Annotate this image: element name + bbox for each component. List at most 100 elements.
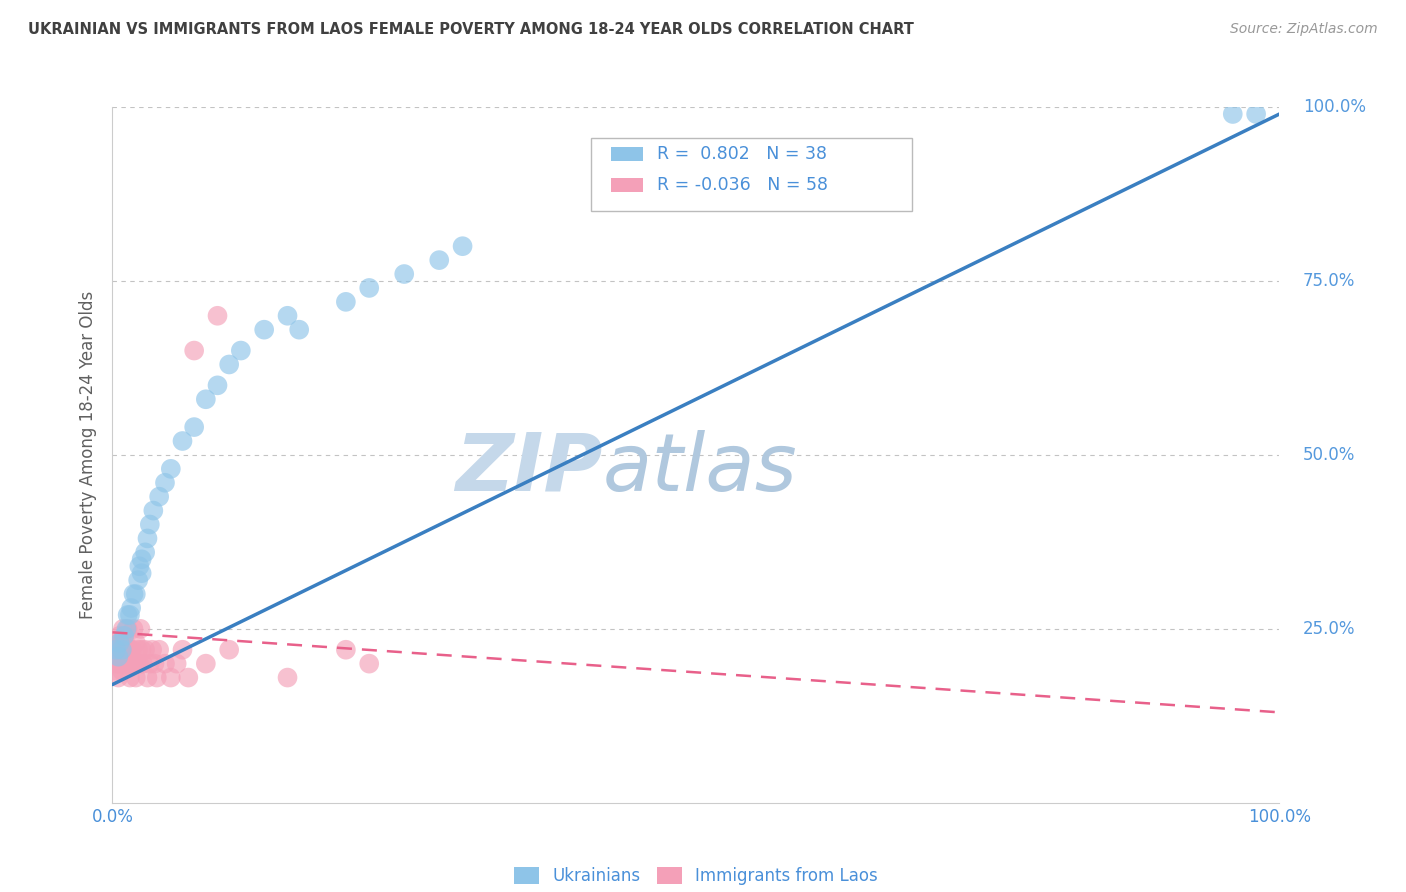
Point <box>104 649 127 664</box>
Point <box>129 622 152 636</box>
Point <box>118 642 141 657</box>
Point <box>131 552 153 566</box>
Point <box>253 323 276 337</box>
Point <box>207 378 229 392</box>
Point <box>172 434 194 448</box>
Point <box>136 532 159 546</box>
Point <box>110 657 132 671</box>
Point <box>120 657 142 671</box>
Point <box>118 657 141 671</box>
Point <box>111 664 134 678</box>
Point <box>118 671 141 685</box>
Point <box>1244 107 1267 121</box>
Point <box>139 517 162 532</box>
Text: 100.0%: 100.0% <box>1303 98 1365 116</box>
Point <box>142 503 165 517</box>
Point <box>153 657 176 671</box>
Point <box>194 392 217 407</box>
Point <box>104 642 127 657</box>
Point <box>451 239 474 253</box>
Point <box>218 642 240 657</box>
Point <box>117 622 139 636</box>
Point <box>194 657 217 671</box>
Point <box>1222 107 1244 121</box>
Point <box>108 649 131 664</box>
Point <box>359 657 381 671</box>
Point <box>128 559 150 574</box>
Point <box>177 671 200 685</box>
Point <box>218 358 240 372</box>
Point <box>115 657 138 671</box>
Text: ZIP: ZIP <box>456 430 603 508</box>
Text: R = -0.036   N = 58: R = -0.036 N = 58 <box>658 176 828 194</box>
Point <box>112 629 135 643</box>
Point <box>118 607 141 622</box>
Legend: Ukrainians, Immigrants from Laos: Ukrainians, Immigrants from Laos <box>513 867 879 885</box>
Point <box>276 309 298 323</box>
Text: UKRAINIAN VS IMMIGRANTS FROM LAOS FEMALE POVERTY AMONG 18-24 YEAR OLDS CORRELATI: UKRAINIAN VS IMMIGRANTS FROM LAOS FEMALE… <box>28 22 914 37</box>
Point <box>117 607 139 622</box>
Point <box>392 267 416 281</box>
Point <box>146 671 169 685</box>
Point <box>153 475 176 490</box>
Point <box>427 253 450 268</box>
Text: Source: ZipAtlas.com: Source: ZipAtlas.com <box>1230 22 1378 37</box>
FancyBboxPatch shape <box>610 147 644 161</box>
Point <box>115 642 138 657</box>
Point <box>160 671 183 685</box>
Point <box>110 642 132 657</box>
Point <box>143 657 166 671</box>
Point <box>125 657 148 671</box>
Point <box>107 642 129 657</box>
Point <box>104 642 127 657</box>
Point <box>359 281 381 295</box>
Text: 50.0%: 50.0% <box>1303 446 1355 464</box>
Point <box>111 642 134 657</box>
Point <box>112 657 135 671</box>
Point <box>335 642 357 657</box>
Point <box>134 642 156 657</box>
Point <box>111 622 134 636</box>
Point <box>114 636 136 650</box>
Point <box>122 622 145 636</box>
Point <box>115 622 138 636</box>
Point <box>183 420 205 434</box>
Point <box>105 657 128 671</box>
Y-axis label: Female Poverty Among 18-24 Year Olds: Female Poverty Among 18-24 Year Olds <box>79 291 97 619</box>
Text: atlas: atlas <box>603 430 797 508</box>
FancyBboxPatch shape <box>610 178 644 192</box>
Point <box>148 490 170 504</box>
Point <box>127 642 149 657</box>
Point <box>125 587 148 601</box>
Point <box>114 657 136 671</box>
Point <box>134 545 156 559</box>
Point <box>166 657 188 671</box>
Point <box>127 573 149 587</box>
FancyBboxPatch shape <box>591 138 912 211</box>
Point <box>131 566 153 581</box>
Point <box>160 462 183 476</box>
Text: R =  0.802   N = 38: R = 0.802 N = 38 <box>658 145 828 163</box>
Point <box>122 587 145 601</box>
Point <box>108 636 131 650</box>
Point <box>112 642 135 657</box>
Point <box>183 343 205 358</box>
Text: 75.0%: 75.0% <box>1303 272 1355 290</box>
Point <box>128 657 150 671</box>
Point <box>104 664 127 678</box>
Point <box>139 657 162 671</box>
Point <box>107 671 129 685</box>
Point <box>132 657 155 671</box>
Point <box>125 636 148 650</box>
Point <box>335 294 357 309</box>
Point <box>172 642 194 657</box>
Point <box>125 671 148 685</box>
Point <box>120 601 142 615</box>
Point <box>105 636 128 650</box>
Point <box>103 657 125 671</box>
Point <box>121 642 143 657</box>
Text: 25.0%: 25.0% <box>1303 620 1355 638</box>
Point <box>229 343 252 358</box>
Point <box>131 642 153 657</box>
Point <box>124 657 146 671</box>
